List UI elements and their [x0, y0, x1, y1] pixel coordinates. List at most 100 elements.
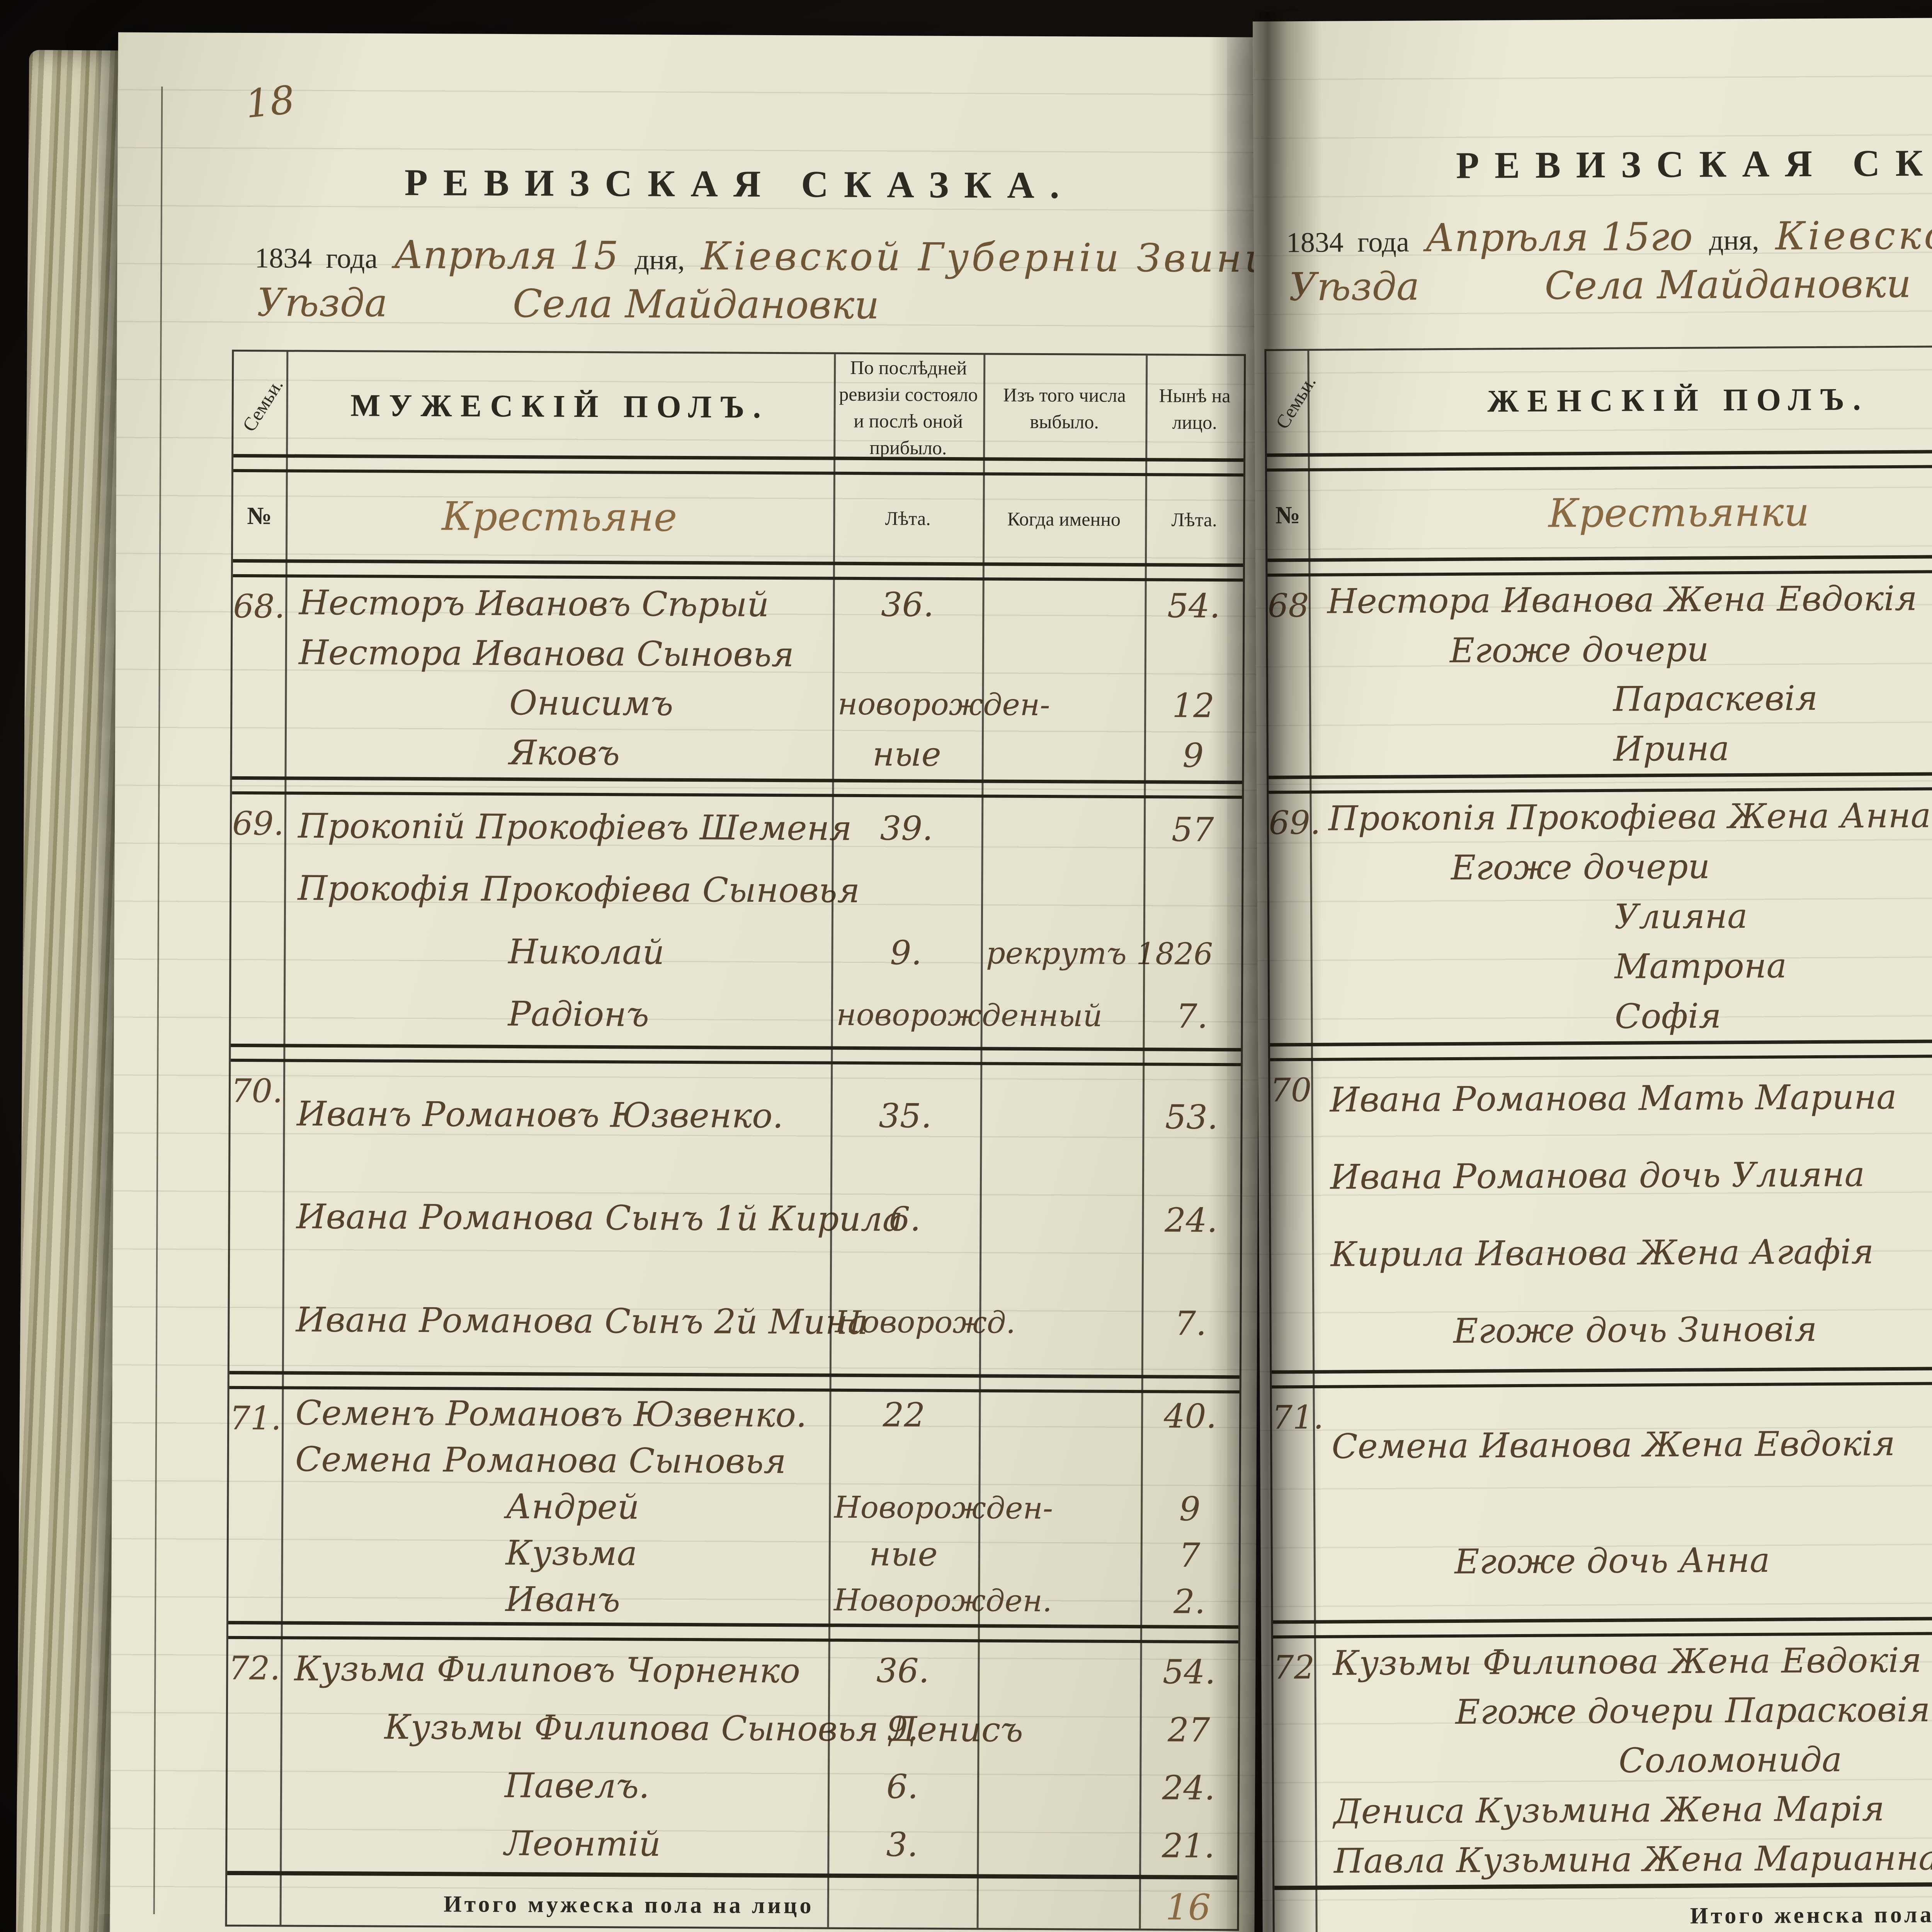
- person-line: Иванъ Романовъ Юзвенко. 35. 53.: [283, 1094, 1241, 1138]
- header-gender-col: ЖЕНСКІЙ ПОЛЪ.: [1487, 381, 1869, 418]
- person-line: Яковъ ные 9: [284, 732, 1242, 776]
- person-line: Софія15.: [1311, 993, 1932, 1038]
- person-name: Семена Романова Сыновья: [295, 1439, 786, 1481]
- page-title-left: РЕВИЗСКАЯ СКАЗКА.: [404, 162, 1075, 207]
- family-lines: Иванъ Романовъ Юзвенко. 35. 53. Ивана Роман…: [282, 1062, 1241, 1375]
- person-line: Егоже дочь Зиновія1.: [1313, 1306, 1932, 1352]
- family-lines: Кузьма Филиповъ Чорненко 36. 54. Кузьмы Фил…: [280, 1639, 1238, 1875]
- person-name: Егоже дочь Зиновія: [1453, 1309, 1817, 1351]
- person-name: Кузьмы Филипова Жена Евдокія: [1332, 1640, 1922, 1683]
- family-number: 70: [1270, 1071, 1312, 1109]
- value-cell: ные: [872, 735, 941, 774]
- value-cell: 9.: [886, 1709, 919, 1748]
- person-name: Егоже дочери: [1449, 629, 1709, 670]
- family-number: 68.: [233, 587, 285, 626]
- family-number: 71.: [230, 1399, 282, 1437]
- left-page: 18 РЕВИЗСКАЯ СКАЗКА. 1834 года Апрѣля 15 дн…: [110, 32, 1525, 1932]
- person-name: Николай: [508, 931, 665, 972]
- header-estate-handwritten: Крестьянки: [1548, 489, 1810, 537]
- family-lines: Нестора Иванова Жена Евдокія51. Егоже доч…: [1309, 571, 1932, 776]
- value-cell: 12: [1172, 686, 1215, 725]
- value-cell: 21.: [1162, 1827, 1215, 1866]
- table-header-row-1: Семьи. МУЖЕСКІЙ ПОЛЪ. По послѣдней ревиз…: [233, 352, 1244, 459]
- person-line: Улияна23.: [1310, 893, 1932, 938]
- person-name: Павла Кузьмина Жена Марианна: [1333, 1837, 1932, 1881]
- family-number: 69.: [1269, 803, 1321, 842]
- family-block: 71.Семена Иванова Жена Евдокія38. Егоже д…: [1272, 1383, 1932, 1620]
- person-line: Кузьмы Филипова Сыновья Денисъ 9. 27: [280, 1706, 1238, 1750]
- family-block: 69.Прокопія Прокофіева Жена Анна48. Егоже…: [1269, 788, 1932, 1043]
- table-header-row-2: № Крестьяне Лѣта. Когда именно Лѣта.: [233, 472, 1243, 563]
- person-name: Нестора Иванова Жена Евдокія: [1327, 578, 1917, 621]
- value-cell: [829, 1461, 978, 1462]
- value-cell: 6.: [886, 1767, 918, 1806]
- person-name: Прокопій Прокофіевъ Шеменя: [298, 806, 852, 848]
- family-number: 70.: [231, 1071, 283, 1110]
- value-cell: 22: [883, 1396, 925, 1435]
- header-when-exactly-col: Когда именно: [1007, 508, 1121, 530]
- value-cell: 39.: [880, 809, 933, 848]
- person-name: Ивана Романова Мать Марина: [1330, 1077, 1897, 1120]
- person-name: Яковъ: [509, 733, 620, 773]
- person-name: Нестора Иванова Сыновья: [299, 632, 794, 674]
- person-name: Егоже дочери Парасковія: [1455, 1689, 1930, 1732]
- date-selo: Села Майдановки: [1544, 261, 1912, 308]
- date-year: 1834: [1286, 226, 1344, 259]
- person-line: Николай 9. рекрутъ 1826: [284, 930, 1242, 975]
- family-block: 68. Несторъ Ивановъ Сѣрый 36. 54. Нестора Ив…: [232, 577, 1243, 781]
- person-line: Кузьмы Филипова Жена Евдокія51.: [1314, 1638, 1932, 1683]
- person-line: Семенъ Романовъ Юзвенко. 22 40.: [282, 1393, 1240, 1437]
- value-cell: 40.: [1163, 1397, 1217, 1436]
- person-line: Егоже дочери: [1310, 843, 1932, 888]
- date-goda: года: [326, 242, 378, 275]
- header-years-now-col: Лѣта.: [1171, 509, 1217, 531]
- person-line: Прокопія Прокофіева Жена Анна48.: [1310, 793, 1932, 838]
- person-name: Дениса Кузьмина Жена Марія: [1333, 1788, 1885, 1832]
- value-cell: [978, 1671, 1140, 1672]
- table-body-male: 68. Несторъ Ивановъ Сѣрый 36. 54. Нестора Ив…: [227, 577, 1243, 1875]
- value-cell: 54.: [1162, 1653, 1216, 1692]
- value-cell: 54.: [1167, 587, 1221, 626]
- person-line: Андрей Новорожден- 9: [281, 1485, 1239, 1529]
- person-name: Ивана Романова Сынъ 2й Мина: [296, 1299, 868, 1342]
- header-years-col: Лѣта.: [885, 507, 931, 529]
- value-cell: [977, 1787, 1140, 1788]
- value-cell: 9: [1179, 1490, 1201, 1529]
- person-name: Соломонида: [1618, 1739, 1842, 1781]
- value-cell: [977, 1845, 1139, 1846]
- family-number: 72: [1273, 1648, 1315, 1687]
- person-line: Павла Кузьмина Жена Марианна23.: [1315, 1836, 1932, 1881]
- person-name: Параскевія: [1613, 678, 1818, 719]
- total-value: 16: [1165, 1886, 1211, 1928]
- family-number: 72.: [228, 1649, 281, 1687]
- total-label: Итого женска пола на лицо: [1690, 1901, 1932, 1929]
- person-line: Иванъ Новорожден. 2.: [281, 1578, 1239, 1622]
- total-label: Итого мужеска пола на лицо: [443, 1891, 814, 1918]
- header-gender-col: МУЖЕСКІЙ ПОЛЪ.: [350, 388, 770, 425]
- value-cell: Новорожден-: [834, 1490, 1053, 1526]
- family-lines: Прокопія Прокофіева Жена Анна48. Егоже до…: [1310, 788, 1932, 1043]
- value-cell: [981, 891, 1144, 892]
- date-line-right-2: Уѣзда Села Майдановки: [1264, 259, 1932, 310]
- person-line: Кузьма ные 7: [281, 1532, 1239, 1576]
- person-line: Матрона19: [1311, 943, 1932, 988]
- table-header-row-1: Семьи. ЖЕНСКІЙ ПОЛЪ. Во временной отлучк…: [1266, 345, 1932, 453]
- value-cell: Новорожден.: [833, 1583, 1052, 1619]
- value-cell: 3.: [886, 1825, 918, 1864]
- person-name: Семенъ Романовъ Юзвенко.: [295, 1393, 807, 1435]
- person-name: Радіонъ: [508, 993, 650, 1034]
- person-name: Андрей: [505, 1486, 639, 1527]
- person-line: Ивана Романова Мать Марина67.: [1311, 1075, 1932, 1120]
- person-line: Семена Иванова Жена Евдокія38.: [1313, 1421, 1932, 1466]
- person-line: Прокопій Прокофіевъ Шеменя 39. 57: [284, 806, 1242, 850]
- person-line: Ивана Романова Сынъ 2й Мина Новорожд. 7.: [282, 1300, 1240, 1344]
- family-number: 68: [1267, 586, 1309, 625]
- date-month-day: Апрѣля 15го: [1425, 214, 1693, 261]
- value-cell: [978, 1462, 1141, 1463]
- person-line: Нестора Иванова Сыновья: [285, 632, 1243, 676]
- left-page-content: РЕВИЗСКАЯ СКАЗКА. 1834 года Апрѣля 15 дня, К…: [225, 33, 1525, 1931]
